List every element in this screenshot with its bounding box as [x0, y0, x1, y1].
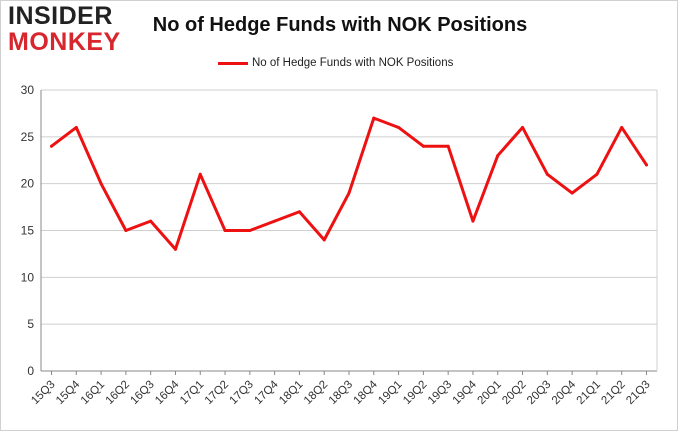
data-point	[124, 229, 128, 232]
data-point	[297, 210, 301, 214]
y-tick-label: 30	[21, 83, 35, 97]
x-tick-label: 18Q1	[277, 379, 305, 407]
logo-line-1: INSIDER	[8, 2, 113, 30]
x-tick-label: 19Q1	[376, 379, 404, 407]
data-point	[223, 229, 227, 232]
x-tick-label: 20Q1	[475, 379, 503, 407]
data-point	[347, 191, 351, 195]
data-point	[74, 125, 78, 129]
x-tick-label: 18Q4	[352, 378, 381, 407]
data-point	[570, 191, 574, 195]
x-tick-label: 17Q4	[252, 378, 281, 407]
data-point	[372, 116, 376, 120]
data-point	[645, 163, 648, 167]
chart-title: No of Hedge Funds with NOK Positions	[152, 14, 528, 36]
y-tick-label: 25	[21, 130, 35, 144]
x-tick-label: 16Q1	[79, 379, 107, 407]
data-point	[50, 144, 53, 148]
legend-swatch	[218, 61, 248, 65]
data-point	[149, 219, 153, 223]
data-point	[496, 154, 500, 158]
x-tick-label: 18Q3	[327, 379, 355, 407]
x-tick-label: 17Q3	[228, 379, 256, 407]
x-tick-label: 20Q2	[500, 379, 528, 407]
x-tick-label: 20Q3	[525, 379, 553, 407]
x-tick-label: 17Q1	[178, 379, 206, 407]
data-point	[421, 144, 425, 148]
data-point	[471, 219, 475, 223]
x-tick-label: 15Q3	[29, 379, 57, 407]
data-point	[248, 229, 252, 232]
y-tick-label: 0	[27, 364, 34, 378]
logo-line-2: MONKEY	[8, 28, 121, 56]
x-tick-label: 21Q3	[624, 379, 652, 407]
data-point	[322, 238, 326, 242]
x-tick-label: 21Q1	[575, 379, 603, 407]
data-point	[446, 144, 450, 148]
insider-monkey-logo: INSIDER MONKEY	[8, 2, 128, 56]
data-point	[545, 172, 549, 176]
x-tick-label: 15Q4	[54, 378, 83, 407]
y-tick-label: 5	[27, 317, 34, 331]
chart-legend: No of Hedge Funds with NOK Positions	[218, 55, 453, 71]
legend-label: No of Hedge Funds with NOK Positions	[252, 57, 454, 69]
data-point	[99, 182, 103, 186]
x-tick-label: 20Q4	[550, 378, 579, 407]
x-tick-label: 19Q2	[401, 379, 429, 407]
data-point	[595, 172, 599, 176]
x-tick-label: 21Q2	[599, 379, 627, 407]
y-tick-label: 10	[21, 270, 35, 284]
data-point	[397, 125, 401, 129]
x-tick-label: 19Q4	[451, 378, 480, 407]
y-tick-label: 20	[21, 177, 35, 191]
x-tick-label: 16Q3	[128, 379, 156, 407]
data-point	[521, 125, 525, 129]
x-tick-label: 16Q4	[153, 378, 182, 407]
x-tick-label: 18Q2	[302, 379, 330, 407]
x-tick-label: 17Q2	[203, 379, 231, 407]
data-point	[273, 219, 277, 223]
data-point	[620, 125, 624, 129]
x-tick-label: 16Q2	[104, 379, 132, 407]
y-tick-label: 15	[21, 224, 35, 238]
data-point	[198, 172, 202, 176]
data-point	[173, 247, 177, 251]
x-tick-label: 19Q3	[426, 379, 454, 407]
